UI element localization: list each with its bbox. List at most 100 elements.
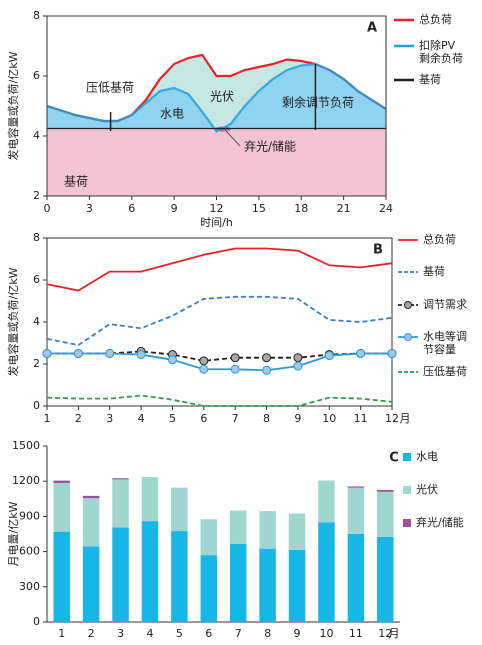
- x-tick-label: 6: [200, 412, 207, 425]
- annotation: 基荷: [64, 175, 88, 189]
- annotation: 光伏: [210, 90, 234, 104]
- y-tick-label: 6: [33, 273, 40, 286]
- x-tick-label: 15: [252, 202, 266, 215]
- bar-segment: [200, 519, 218, 556]
- bar-segment: [53, 482, 70, 532]
- x-axis-label: 月: [389, 627, 400, 640]
- bar-segment: [171, 487, 188, 532]
- annotation: 弃光/储能: [244, 139, 296, 154]
- x-tick-label: 9: [294, 627, 301, 640]
- x-tick-label: 7: [232, 412, 239, 425]
- series-line: [46, 62, 387, 133]
- series-line: [46, 394, 393, 407]
- bar-segment: [53, 531, 70, 622]
- bar-segment: [141, 521, 159, 622]
- x-tick-label: 5: [176, 627, 183, 640]
- legend-swatch: [403, 453, 411, 461]
- point: [73, 349, 83, 358]
- y-tick-label: 0: [33, 615, 40, 628]
- bar-segment: [318, 522, 335, 622]
- x-tick-label: 7: [235, 627, 242, 640]
- point: [262, 365, 272, 375]
- x-tick-label: 18: [294, 202, 308, 215]
- y-tick-label: 600: [19, 545, 40, 558]
- bar-segment: [53, 480, 70, 483]
- bar-segment: [259, 511, 276, 549]
- y-tick-label: 2: [33, 189, 40, 202]
- bar-segment: [200, 555, 218, 622]
- x-tick-label: 5: [169, 412, 176, 425]
- x-tick-label: 3: [117, 627, 124, 640]
- x-tick-label: 6: [205, 627, 212, 640]
- x-tick-label: 0: [44, 202, 51, 215]
- bar-segment: [318, 480, 335, 523]
- series-line: [47, 352, 392, 372]
- legend-marker: [404, 333, 412, 341]
- x-tick-label: 10: [322, 412, 336, 425]
- point: [293, 353, 303, 363]
- point: [324, 351, 334, 361]
- legend-label: 水电等调节容量: [423, 329, 467, 356]
- x-tick-label: 12: [378, 627, 392, 640]
- point: [199, 356, 209, 366]
- legend-label: 压低基荷: [423, 365, 467, 378]
- leader-line: [225, 130, 241, 147]
- bar-segment: [112, 478, 129, 480]
- bar-segment: [82, 498, 100, 547]
- x-tick-label: 3: [86, 202, 93, 215]
- y-tick-label: 300: [19, 580, 40, 593]
- legend-label: 水电: [416, 450, 438, 463]
- annotation: 水电: [160, 107, 184, 121]
- series-line: [46, 295, 393, 347]
- y-tick-label: 0: [33, 399, 40, 412]
- y-tick-label: 8: [33, 231, 40, 244]
- bar-segment: [377, 491, 394, 537]
- y-axis-label: 月电量/亿kW: [7, 501, 20, 566]
- y-tick-label: 8: [33, 9, 40, 22]
- x-tick-label: 2: [88, 627, 95, 640]
- y-tick-label: 900: [19, 509, 40, 522]
- axes: [46, 446, 400, 623]
- legend-swatch: [403, 519, 411, 527]
- legend-label: 基荷: [419, 73, 441, 86]
- bar-segment: [229, 543, 247, 622]
- bar-segment: [259, 548, 276, 622]
- x-tick-label: 4: [146, 627, 153, 640]
- x-tick-label: 3: [106, 412, 113, 425]
- x-tick-label: 9: [171, 202, 178, 215]
- y-axis-label: 发电容量或负荷/亿kW: [6, 267, 20, 376]
- panel-label: C: [389, 451, 399, 466]
- bar-segment: [82, 495, 100, 499]
- y-tick-label: 4: [33, 129, 40, 142]
- y-axis-label: 发电容量或负荷/亿kW: [6, 51, 20, 160]
- series-line: [46, 247, 393, 292]
- x-tick-label: 8: [264, 627, 271, 640]
- point: [167, 355, 177, 365]
- point: [42, 349, 52, 358]
- bar-segment: [377, 490, 394, 492]
- point: [356, 349, 366, 358]
- x-axis-label: 月: [400, 412, 411, 425]
- annotation: 压低基荷: [86, 81, 134, 95]
- bar-segment: [377, 536, 394, 622]
- y-tick-label: 4: [33, 315, 40, 328]
- panel-label: B: [373, 243, 383, 258]
- point: [230, 364, 240, 374]
- point: [105, 349, 115, 358]
- legend-label: 弃光/储能: [416, 515, 464, 529]
- point: [293, 361, 303, 371]
- legend-label: 基荷: [423, 265, 445, 278]
- bar-segment: [171, 531, 188, 622]
- point: [199, 364, 209, 374]
- annotation: 剩余调节负荷: [282, 95, 354, 110]
- bar-segment: [141, 477, 159, 522]
- x-tick-label: 2: [75, 412, 82, 425]
- x-tick-label: 11: [354, 412, 368, 425]
- legend-label: 调节需求: [423, 298, 467, 311]
- point: [230, 353, 240, 363]
- x-tick-label: 1: [58, 627, 65, 640]
- y-tick-label: 6: [33, 69, 40, 82]
- area-fill: [47, 128, 386, 196]
- x-tick-label: 11: [349, 627, 363, 640]
